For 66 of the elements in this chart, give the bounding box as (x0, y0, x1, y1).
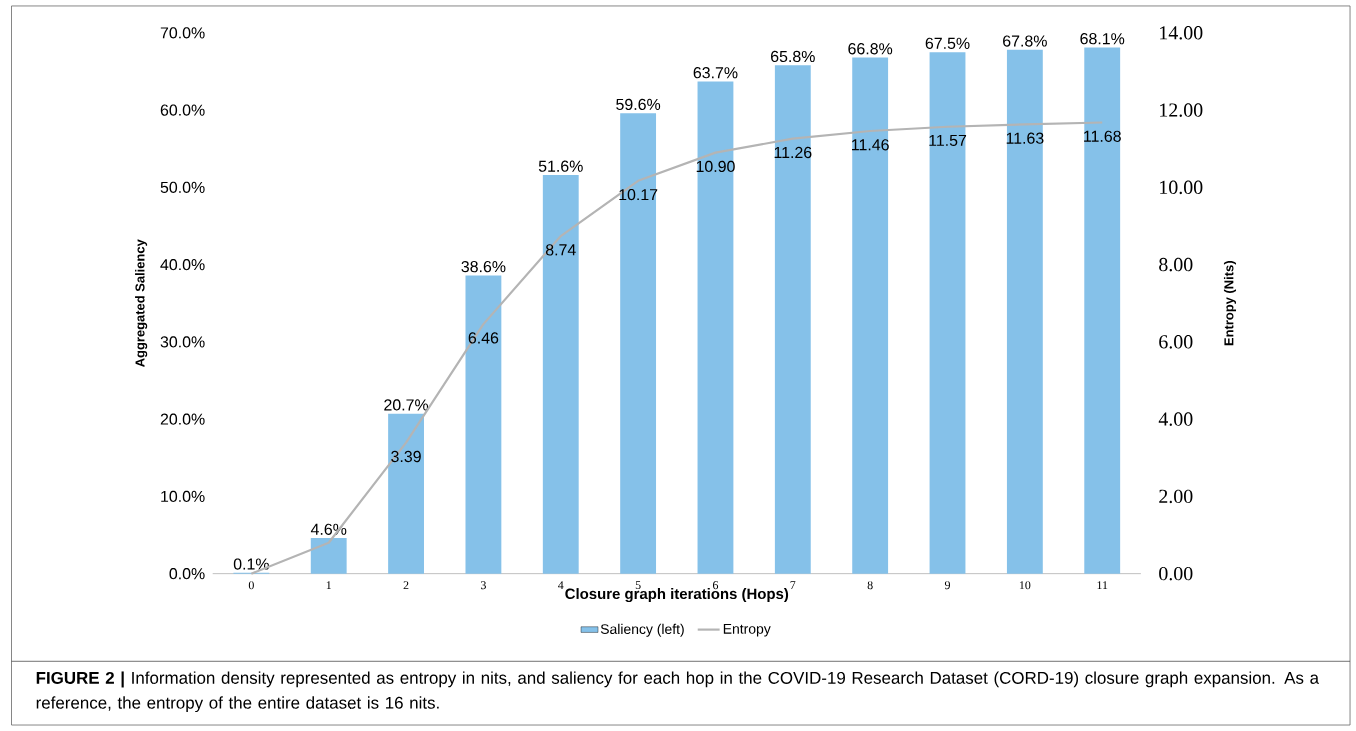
data-label: 3.39 (391, 450, 421, 463)
y2-tick-label: 2.00 (1159, 489, 1193, 504)
y-tick-label: 30.0% (160, 336, 205, 348)
data-label: 10.90 (696, 160, 735, 173)
x-tick-label: 2 (403, 581, 409, 590)
x-tick-label: 8 (867, 581, 873, 590)
x-tick-label: 3 (481, 581, 486, 590)
data-label: 67.5% (925, 37, 970, 49)
data-label: 0.1% (233, 558, 269, 570)
data-label: 6.46 (468, 332, 499, 344)
x-tick-label: 1 (326, 581, 331, 590)
bar (929, 52, 966, 574)
text: FIGURE 2 | Information density represented as entropy in nits, and saliency for each hop in the COVID-19 Research Dataset (CORD-19) closure graph expansion. As a reference, the entropy of the entire dataset is 16 nits. (36, 671, 1320, 713)
data-label: 63.7% (693, 67, 738, 79)
data-label: 59.6% (616, 98, 661, 111)
data-label: 20.7% (384, 399, 429, 411)
data-label: 11.63 (1006, 132, 1044, 144)
bar (310, 538, 347, 574)
bar (388, 413, 424, 574)
x-tick-label: 4 (558, 581, 564, 590)
y-tick-label: 70.0% (160, 27, 205, 39)
y2-tick-label: 8.00 (1159, 257, 1193, 272)
y2-tick-label: 4.00 (1158, 412, 1193, 426)
y-tick-label: 60.0% (160, 104, 205, 116)
bar (1084, 47, 1121, 574)
y-axis-title: Aggregated Saliency (135, 239, 148, 367)
y-tick-label: 0.0% (169, 568, 205, 580)
x-tick-label: 0 (248, 581, 254, 590)
y2-tick-label: 0.00 (1159, 566, 1193, 581)
data-label: 68.1% (1080, 33, 1125, 45)
x-tick-label: 11 (1097, 581, 1108, 590)
data-label: 11.57 (929, 134, 967, 147)
data-label: 11.26 (774, 146, 812, 159)
x-tick-label: 9 (944, 581, 951, 590)
data-label: 11.46 (852, 139, 889, 151)
y2-tick-label: 14.00 (1160, 26, 1203, 40)
y-tick-label: 40.0% (160, 258, 205, 271)
data-label: 8.74 (545, 244, 576, 256)
data-label: 38.6% (461, 260, 506, 273)
y2-tick-label: 6.00 (1159, 335, 1193, 349)
data-label: 66.8% (848, 43, 893, 55)
bar (620, 113, 657, 574)
legend-label: Entropy (723, 624, 771, 637)
x-tick-label: 6 (712, 581, 719, 590)
data-label: 67.8% (1003, 35, 1047, 47)
y-tick-label: 50.0% (160, 181, 205, 194)
bar (774, 65, 811, 574)
y-tick-label: 20.0% (160, 413, 205, 425)
bar (465, 275, 502, 574)
data-label: 11.68 (1084, 130, 1121, 142)
y-tick-label: 10.0% (161, 490, 205, 503)
y2-tick-label: 10.00 (1160, 180, 1203, 195)
bar (1006, 49, 1043, 574)
x-axis-title: Closure graph iterations (Hops) (565, 588, 789, 603)
y2-tick-label: 12.00 (1160, 103, 1203, 117)
bar (852, 57, 889, 574)
x-tick-label: 10 (1019, 581, 1031, 590)
bar (697, 81, 734, 574)
data-label: 65.8% (771, 50, 815, 63)
data-label: 10.17 (619, 188, 658, 201)
x-tick-label: 7 (790, 581, 796, 589)
data-label: 51.6% (538, 160, 583, 172)
y2-axis-title: Entropy (Nits) (1223, 261, 1237, 346)
bar (542, 175, 579, 574)
x-tick-label: 5 (635, 581, 641, 590)
legend-label: Saliency (left) (600, 623, 684, 637)
